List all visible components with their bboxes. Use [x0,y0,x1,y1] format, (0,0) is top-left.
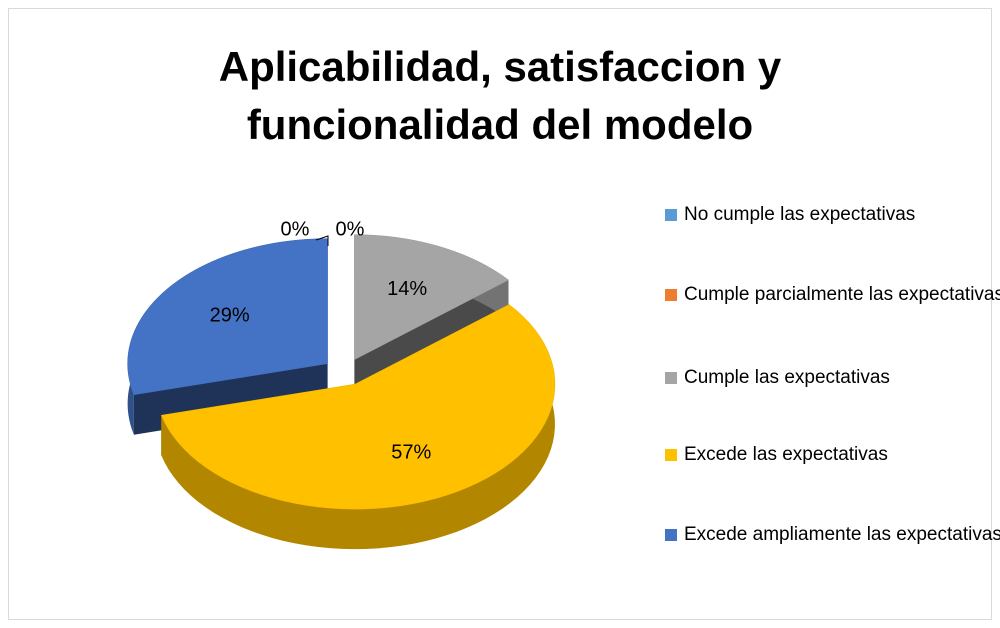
chart-title: Aplicabilidad, satisfaccion y funcionali… [218,43,782,148]
legend-swatch [665,372,677,384]
data-label: 29% [210,304,250,326]
legend-item: No cumple las expectativas [665,200,1000,230]
data-label: 0% [281,218,310,240]
legend-swatch [665,529,677,541]
legend-label: No cumple las expectativas [684,204,916,225]
legend-swatch [665,289,677,301]
data-label: 0% [336,218,365,240]
leader-line [315,235,329,246]
legend-item: Excede ampliamente las expectativas [665,520,1000,550]
legend-label: Excede las expectativas [684,444,888,465]
data-label: 14% [387,278,427,300]
legend-item: Cumple las expectativas [665,363,1000,393]
legend-swatch [665,209,677,221]
legend-label: Excede ampliamente las expectativas [684,524,1000,545]
pie-slice [354,234,509,361]
pie-slice [127,238,328,396]
legend-swatch [665,449,677,461]
legend-label: Cumple las expectativas [684,367,890,388]
data-label: 57% [391,441,431,463]
legend-label: Cumple parcialmente las expectativas [684,284,1000,305]
pie-slice [160,304,556,510]
legend-item: Cumple parcialmente las expectativas [665,280,1000,310]
legend-item: Excede las expectativas [665,440,1000,470]
